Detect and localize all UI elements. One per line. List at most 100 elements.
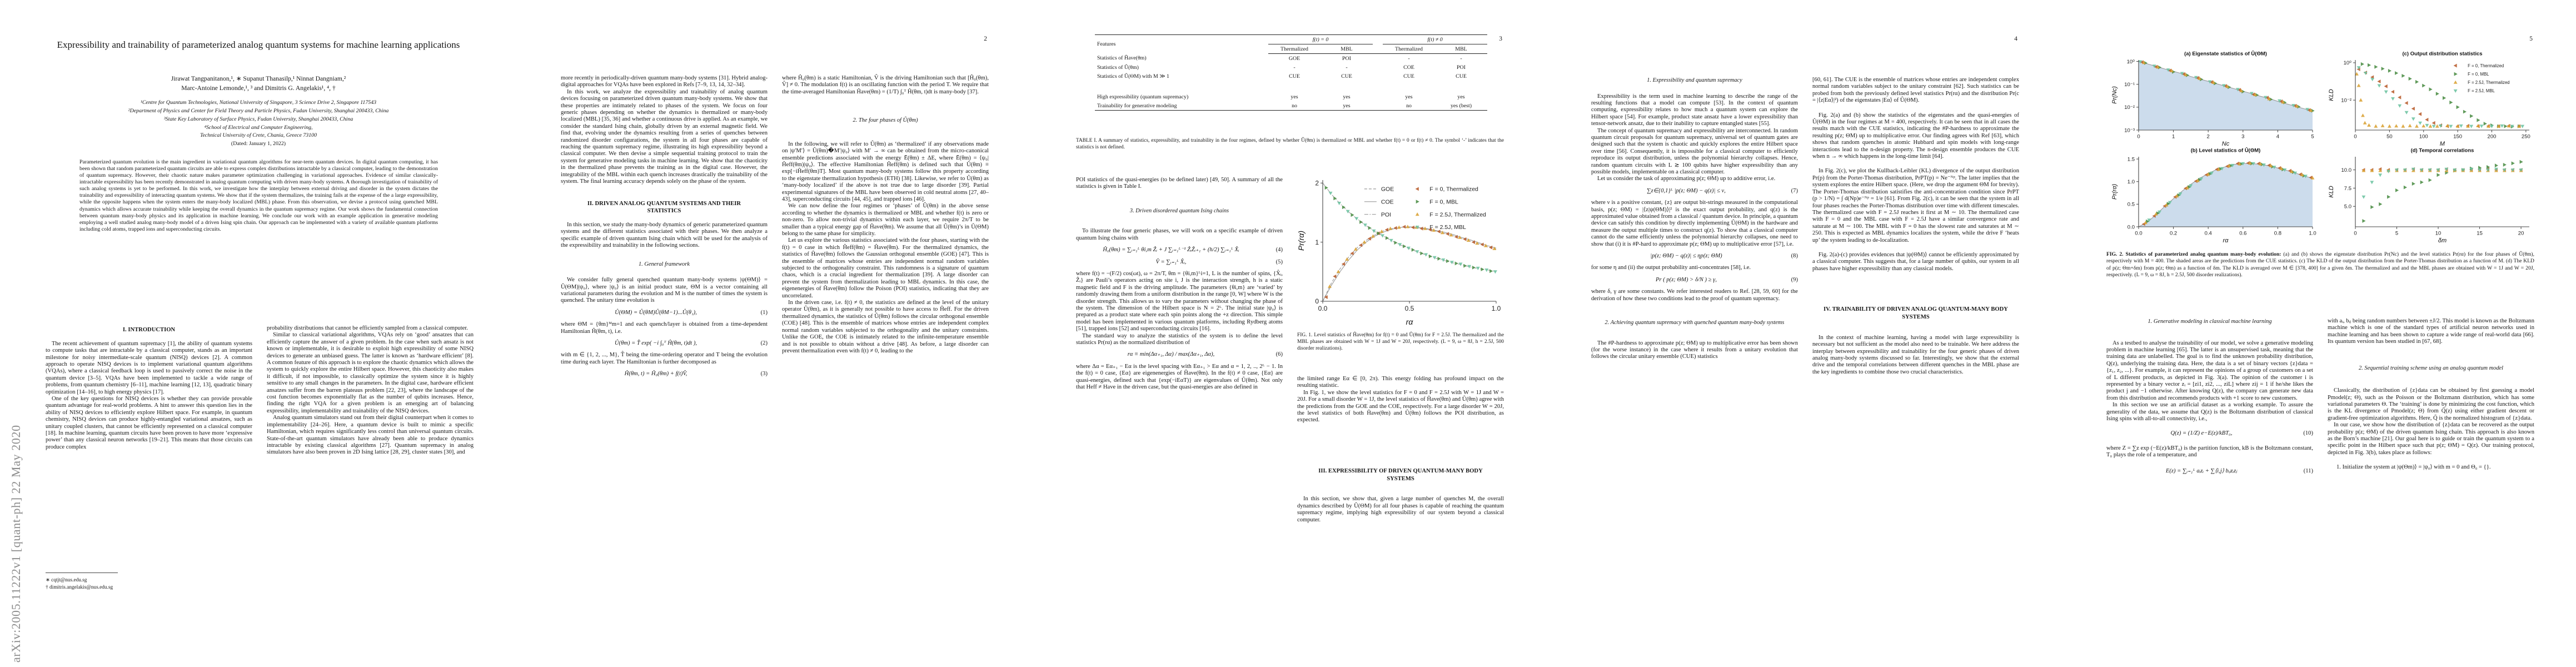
subsection-heading: 2. Sequential training scheme using an a… xyxy=(2358,365,2504,371)
table-row: Trainability for generative modeling no … xyxy=(1095,101,1487,111)
svg-text:200: 200 xyxy=(2488,134,2497,140)
affiliation: ³State Key Laboratory of Surface Physics… xyxy=(163,116,353,122)
svg-text:1: 1 xyxy=(1315,238,1319,246)
paragraph: To illustrate the four generic phases, w… xyxy=(1076,228,1283,241)
paragraph: In this section, we study the many-body … xyxy=(561,222,768,249)
svg-text:0.0: 0.0 xyxy=(2135,231,2142,237)
svg-text:50: 50 xyxy=(2386,134,2393,140)
svg-text:2: 2 xyxy=(2207,134,2210,140)
page-2: 2 more recently in periodically-driven q… xyxy=(515,0,1030,667)
equation-3: Ĥ(θm, t) = Ĥ₀(θm) + f(t)V̂, (3) xyxy=(624,371,768,377)
paragraph: We can now define the four regimes or ‘p… xyxy=(782,203,989,237)
svg-text:0: 0 xyxy=(1315,297,1319,305)
paragraph: with m ∈ {1, 2, ..., M}, T̂ being the ti… xyxy=(561,352,768,365)
paragraph: Fig. 2(a) and (b) show the statistics of… xyxy=(1812,112,2019,160)
paragraph: One of the key questions for NISQ device… xyxy=(46,396,252,450)
paragraph: In this work, we analyze the expressibil… xyxy=(561,88,768,185)
table-1-caption: TABLE I. A summary of statistics, expres… xyxy=(1076,138,1504,150)
svg-text:0.5: 0.5 xyxy=(1405,305,1414,312)
subsection-heading: 1. General framework xyxy=(638,261,690,267)
svg-text:F = 2.5J, Thermalized: F = 2.5J, Thermalized xyxy=(2468,80,2509,85)
paragraph: In the driven case, i.e. f(t) ≠ 0, the s… xyxy=(782,300,989,354)
page-number: 5 xyxy=(2529,36,2533,42)
svg-text:F = 2.5J, MBL: F = 2.5J, MBL xyxy=(1429,224,1466,231)
dated-line: (Dated: January 1, 2022) xyxy=(231,141,286,147)
page4-right-column: [60, 61]. The CUE is the ensemble of mat… xyxy=(1812,77,2019,376)
svg-text:3: 3 xyxy=(2241,134,2244,140)
svg-text:10⁰: 10⁰ xyxy=(2344,60,2352,66)
svg-text:F = 0, MBL: F = 0, MBL xyxy=(2468,72,2489,77)
paragraph: Analog quantum simulators stand out from… xyxy=(267,415,474,456)
figure-2a: 0 1 2 3 4 5 10⁰ 10⁻¹ 10⁻² 10⁻³ Nc Pr(Nc) (a) Eigenst… xyxy=(2110,49,2318,151)
footnotes: ∗ cqtjt@nus.edu.sg † dimitris.angelakis@… xyxy=(46,573,252,592)
svg-text:F = 0, MBL: F = 0, MBL xyxy=(1429,198,1458,205)
svg-text:KLD: KLD xyxy=(2328,89,2335,101)
paragraph: for some η and (ii) the output probabili… xyxy=(1591,265,1751,271)
page2-left-column: more recently in periodically-driven qua… xyxy=(561,75,768,383)
svg-text:Pr(rα): Pr(rα) xyxy=(1297,231,1306,251)
affiliation: Technical University of Crete, Chania, G… xyxy=(200,132,317,139)
paragraph: where δ, γ are some constants. We refer … xyxy=(1591,288,1798,302)
svg-text:5.0: 5.0 xyxy=(2344,204,2351,210)
paragraph: [60, 61]. The CUE is the ensemble of mat… xyxy=(1812,77,2019,104)
svg-text:1.5: 1.5 xyxy=(2127,156,2135,162)
svg-text:5: 5 xyxy=(2311,134,2314,140)
equation-6: rα ≡ min(Δα₊₁, Δα) / max(Δα₊₁, Δα), (6) xyxy=(1127,351,1283,358)
table-row: Statistics of Ĥave(θm) GOE POI - - xyxy=(1097,55,1462,62)
figure-2c: 0 50 100 150 200 250 10⁰ 10⁻² M KLD (c) Output dis… xyxy=(2326,49,2535,151)
svg-text:2: 2 xyxy=(1315,180,1319,187)
svg-text:10⁻¹: 10⁻¹ xyxy=(2124,82,2135,88)
page-number: 4 xyxy=(2014,36,2017,42)
paragraph: The standard way to analyze the statisti… xyxy=(1076,332,1283,346)
svg-text:(d) Temporal correlations: (d) Temporal correlations xyxy=(2411,148,2474,154)
svg-text:1.0: 1.0 xyxy=(2127,179,2135,185)
table-row: Statistics of Û(ΘM) with M ≫ 1 CUE CUE C… xyxy=(1097,73,1467,79)
svg-text:1: 1 xyxy=(2172,134,2175,140)
subsection-heading: 1. Generative modeling in classical mach… xyxy=(2148,318,2272,325)
figure-1-caption: FIG. 1. Level statistics of Ĥave(θm) for… xyxy=(1297,332,1504,351)
equation-1: Û(ΘM) = Û(θM)Û(θM−1)...Û(θ₁), (1) xyxy=(615,309,768,316)
footnote-email: ∗ cqtjt@nus.edu.sg xyxy=(46,578,87,583)
figure-1-plot: 0.0 0.5 1.0 0 1 2 rα Pr(rα) GOE COE POI F = 0, Ther… xyxy=(1297,180,1501,326)
subsection-heading: 3. Driven disordered quantum Ising chain… xyxy=(1129,207,1229,214)
svg-text:M: M xyxy=(2440,141,2445,147)
svg-text:10⁻³: 10⁻³ xyxy=(2124,127,2135,133)
paragraph: with aᵢ, bᵢⱼ being random numbers betwee… xyxy=(2328,318,2534,345)
paragraph: where ΘM = {θm}ᴹm=1 and each quench/laye… xyxy=(561,321,768,335)
table-row: High expressibility (quantum supremacy) … xyxy=(1097,93,1465,100)
equation-8: |p(z; ΘM) − q(z)| ≤ ηp(z; ΘM) (8) xyxy=(1650,253,1798,260)
svg-text:0.8: 0.8 xyxy=(2274,231,2281,237)
figure-2b-plot: 0.0 0.2 0.4 0.6 0.8 1.0 0.0 0.5 1.0 1.5 rα Pr(rα) (b… xyxy=(2111,147,2316,245)
svg-text:0.0: 0.0 xyxy=(2127,224,2135,230)
page-4: 4 1. Expressibility and quantum supremac… xyxy=(1546,0,2061,667)
paragraph: Expressibility is the term used in machi… xyxy=(1591,93,1798,127)
svg-text:0.2: 0.2 xyxy=(2170,231,2177,237)
table-group-f0: f(t) = 0 xyxy=(1268,34,1373,44)
paragraph: where Δα = Eα₊₁ − Eα is the level spacin… xyxy=(1076,363,1283,391)
svg-text:δm: δm xyxy=(2438,237,2447,244)
figure-1: 0.0 0.5 1.0 0 1 2 rα Pr(rα) GOE COE POI F = 0, Ther… xyxy=(1297,176,1504,330)
page-number: 2 xyxy=(984,36,987,42)
svg-text:15: 15 xyxy=(2477,231,2483,237)
svg-text:4: 4 xyxy=(2276,134,2279,140)
subsection-heading: 2. Achieving quantum supremacy with quen… xyxy=(1605,320,1785,326)
svg-text:1.0: 1.0 xyxy=(1492,305,1501,312)
equation-5: V̂ = ∑ᵢ₌₁ᴸ X̂ᵢ, (5) xyxy=(1155,258,1283,265)
arxiv-stamp: arXiv:2005.11222v1 [quant-ph] 22 May 202… xyxy=(9,425,23,663)
page3-right-column: the limited range Eα ∈ [0, 2π). This ene… xyxy=(1297,376,1504,524)
table-header-features: Features xyxy=(1097,41,1116,48)
svg-text:20: 20 xyxy=(2518,231,2524,237)
page2-right-column: where Ĥ₀(θm) is a static Hamiltonian, V̂… xyxy=(782,75,989,355)
svg-text:7.5: 7.5 xyxy=(2344,186,2351,192)
svg-text:1.0: 1.0 xyxy=(2309,231,2316,237)
authors-line-2: Marc-Antoine Lemonde,¹, ³ and Dimitris G… xyxy=(181,84,336,92)
page5-right-column: with aᵢ, bᵢⱼ being random numbers betwee… xyxy=(2328,318,2534,471)
affiliation: ¹Centre for Quantum Technologies, Nation… xyxy=(140,99,377,106)
svg-text:GOE: GOE xyxy=(1381,186,1394,193)
svg-text:(a) Eigenstate statistics of Û: (a) Eigenstate statistics of Û(ΘM) xyxy=(2184,51,2267,57)
equation-9: Pr ( p(z; ΘM) > δ/N ) ≥ γ, (9) xyxy=(1655,276,1798,283)
svg-text:Nc: Nc xyxy=(2222,141,2230,147)
paragraph: Similar to classical variational algorit… xyxy=(267,332,474,414)
paragraph: where Ĥ₀(θm) is a static Hamiltonian, V̂… xyxy=(782,75,989,95)
